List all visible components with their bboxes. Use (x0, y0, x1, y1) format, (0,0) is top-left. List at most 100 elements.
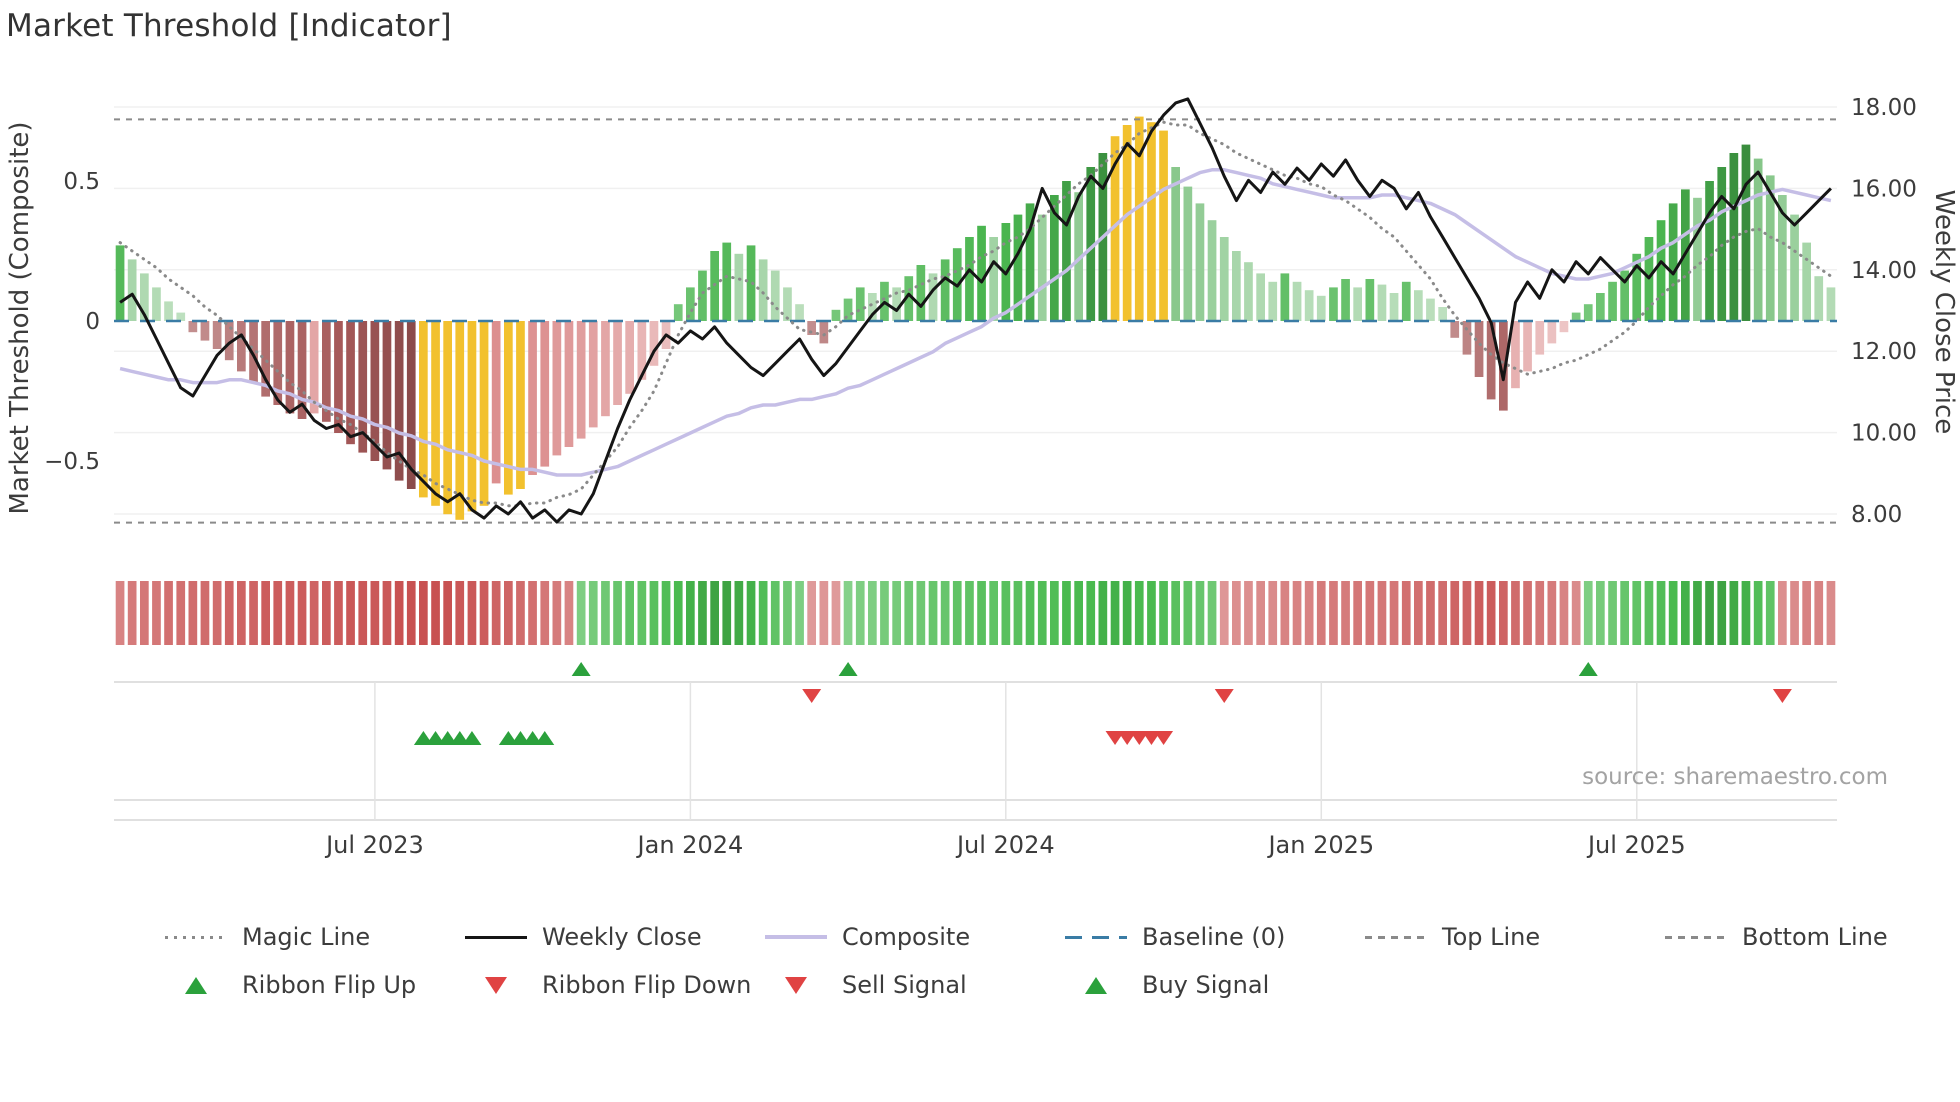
ribbon-cell (1644, 581, 1654, 645)
ribbon-cell (1292, 581, 1302, 645)
ribbon-cell (637, 581, 647, 645)
composite-line (119, 168, 1832, 477)
threshold-bar (152, 287, 161, 321)
legend-label: Weekly Close (542, 923, 702, 951)
threshold-bar (322, 321, 331, 422)
threshold-bar (855, 287, 865, 321)
threshold-bar (1583, 304, 1593, 321)
ribbon-cell (576, 581, 586, 645)
threshold-bar (831, 309, 841, 321)
buy-signal-marker (535, 731, 555, 745)
ribbon-cell (1790, 581, 1799, 645)
threshold-bar (843, 298, 853, 321)
threshold-bar (1523, 321, 1532, 372)
sell-signal-marker (1117, 731, 1137, 745)
ribbon-cell (1438, 581, 1447, 645)
ribbon-cell (1741, 581, 1751, 645)
chart-legend: Magic Line Weekly Close Composite Baseline … (165, 920, 1960, 1002)
buy-signal-marker (450, 731, 470, 745)
threshold-bar (297, 321, 307, 419)
legend-bottom-line: Bottom Line (1665, 920, 1960, 954)
ribbon-cell (1401, 581, 1411, 645)
legend-label: Ribbon Flip Down (542, 971, 752, 999)
ribbon-cell (140, 581, 149, 645)
legend-baseline-swatch (1065, 935, 1127, 939)
ribbon-cell (588, 581, 598, 645)
threshold-bar (1171, 167, 1180, 321)
ribbon-cell (1183, 581, 1193, 645)
threshold-bar (1790, 214, 1799, 321)
ribbon-cell (892, 581, 901, 645)
threshold-bar (406, 321, 416, 489)
ribbon-cell (649, 581, 659, 645)
buy-signal-marker (413, 731, 433, 745)
sell-signal-marker (1154, 731, 1174, 745)
legend-baseline: Baseline (0) (1065, 920, 1365, 954)
threshold-bar (334, 321, 343, 433)
threshold-bar (224, 321, 234, 361)
x-axis-tick: Jan 2025 (1266, 831, 1374, 859)
threshold-bar (479, 321, 489, 506)
ribbon-cell (746, 581, 756, 645)
x-axis-tick: Jul 2023 (324, 831, 424, 859)
threshold-bar (1195, 203, 1205, 321)
legend-buy-signal: Buy Signal (1065, 968, 1365, 1002)
threshold-bar (1110, 136, 1120, 321)
line-sample-icon (1365, 935, 1427, 939)
legend-bottom-line-swatch (1665, 935, 1727, 939)
ribbon-cell (1499, 581, 1508, 645)
ribbon-cell (1474, 581, 1484, 645)
threshold-bar (212, 321, 222, 349)
ribbon-cell (1134, 581, 1144, 645)
ribbon-cell (346, 581, 355, 645)
threshold-bar (746, 245, 756, 321)
threshold-bar (552, 321, 562, 456)
ribbon-cell (1583, 581, 1593, 645)
ribbon-cell (1596, 581, 1605, 645)
ribbon-cell (783, 581, 792, 645)
threshold-bar (1596, 293, 1605, 321)
ribbon-cell (1098, 581, 1108, 645)
threshold-bar (807, 321, 816, 335)
legend-ribbon-flip-down-swatch (465, 976, 527, 994)
ribbon-cell (989, 581, 998, 645)
buy-signal-marker (438, 731, 458, 745)
threshold-bar (127, 259, 137, 321)
threshold-bar (928, 273, 938, 321)
threshold-bar (1778, 195, 1787, 321)
ribbon-cell (1753, 581, 1763, 645)
legend-label: Sell Signal (842, 971, 967, 999)
right-axis-tick: 10.00 (1851, 421, 1917, 447)
ribbon-cell (467, 581, 477, 645)
threshold-bar (382, 321, 392, 470)
ribbon-cell (249, 581, 258, 645)
ribbon-cell (285, 581, 295, 645)
ribbon-cell (1122, 581, 1132, 645)
ribbon-cell (880, 581, 889, 645)
threshold-bar (516, 321, 525, 489)
ribbon-cell (613, 581, 622, 645)
ribbon-cell (1280, 581, 1290, 645)
ribbon-cell (734, 581, 744, 645)
buy-signal-marker (510, 731, 530, 745)
ribbon-flip-down-marker (1772, 689, 1792, 703)
ribbon-cell (1632, 581, 1642, 645)
threshold-bar (346, 321, 355, 445)
ribbon-cell (1195, 581, 1205, 645)
line-sample-icon (765, 935, 827, 939)
ribbon-cell (431, 581, 440, 645)
threshold-bar (916, 265, 926, 321)
threshold-bar (770, 270, 780, 321)
buy-signal-marker (462, 731, 482, 745)
threshold-bar (1401, 281, 1411, 321)
threshold-bar (431, 321, 440, 506)
ribbon-cell (491, 581, 501, 645)
threshold-bar (1280, 273, 1290, 321)
threshold-bar (1499, 321, 1508, 411)
threshold-bar (443, 321, 452, 515)
ribbon-cell (1256, 581, 1265, 645)
triangle-up-icon (185, 976, 207, 994)
ribbon-cell (528, 581, 537, 645)
chart-title: Market Threshold [Indicator] (6, 8, 452, 44)
threshold-bar (285, 321, 295, 414)
